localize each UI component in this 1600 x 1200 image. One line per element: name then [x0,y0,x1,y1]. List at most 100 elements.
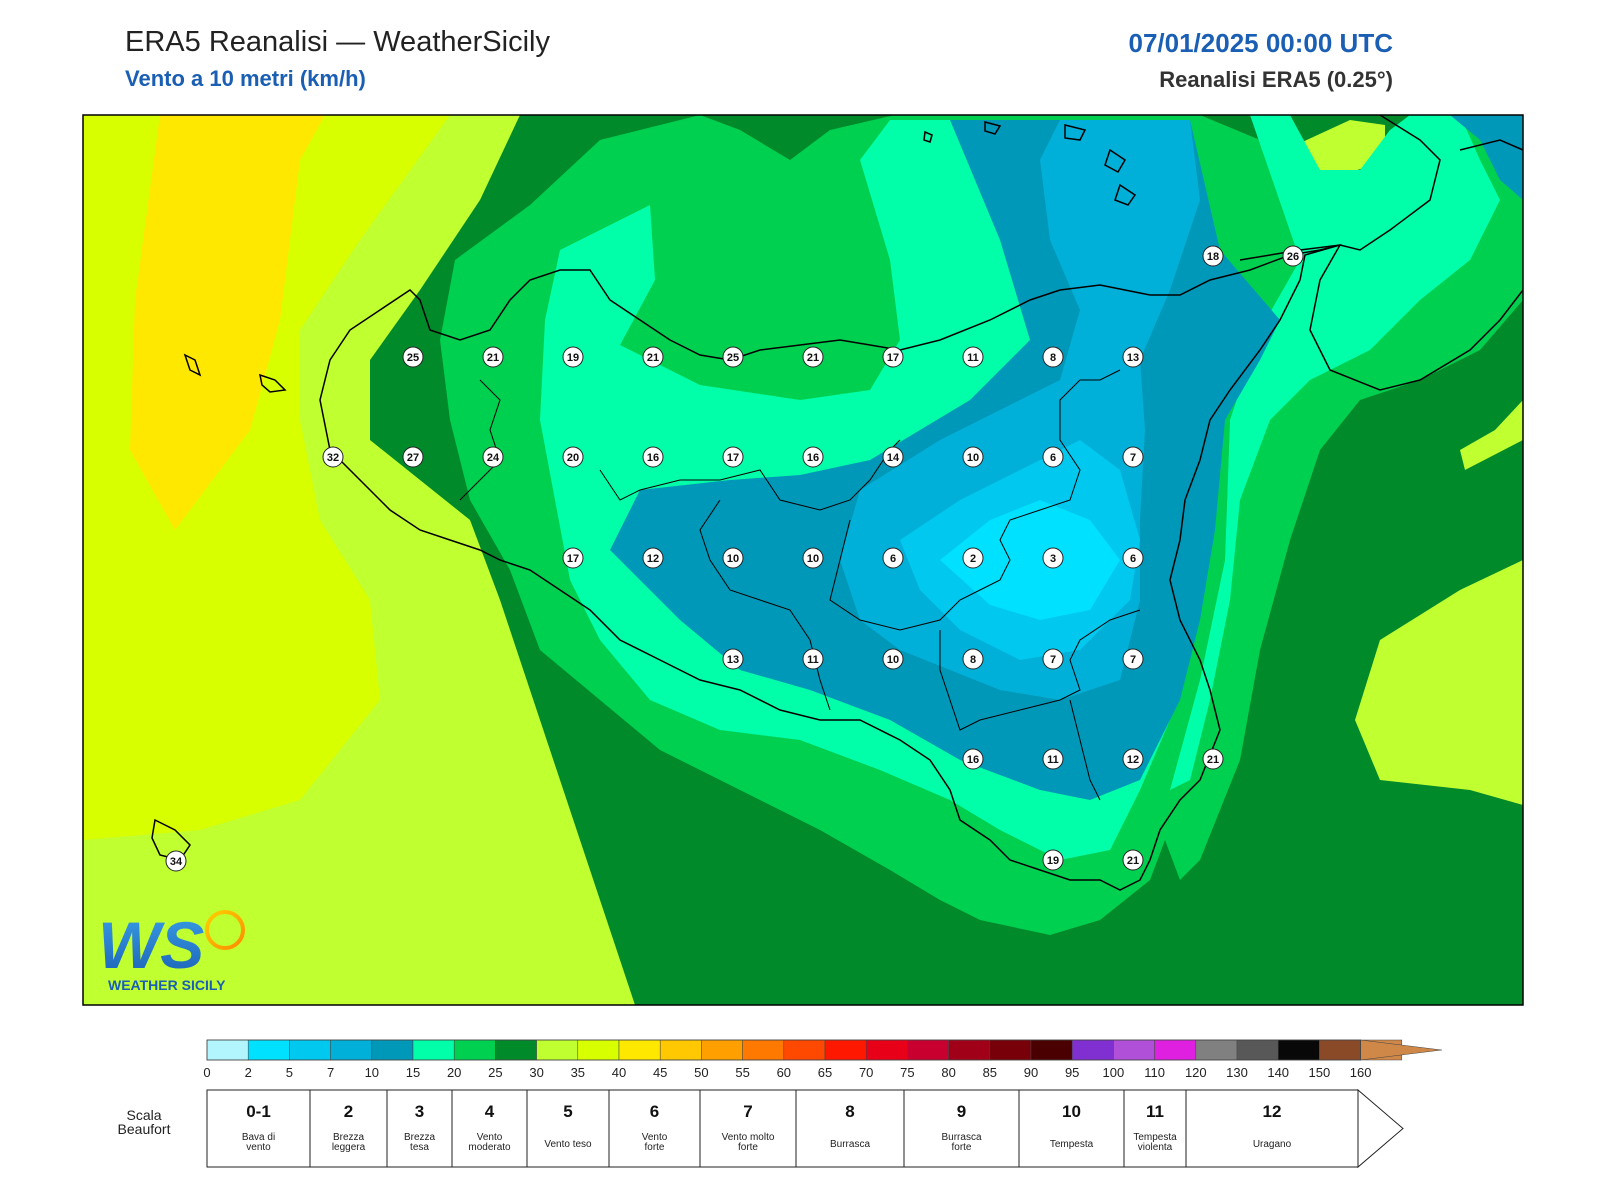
wind-value-label: 8 [970,654,976,666]
calabria-north [1459,139,1523,151]
beaufort-class: 12 Uragano [1185,1089,1359,1168]
wind-value-label: 11 [1047,754,1059,766]
wind-marker: 6 [1042,446,1064,468]
marker-circle [1122,346,1144,368]
wind-value-label: 6 [1130,553,1136,565]
marker-circle [1042,748,1064,770]
wind-value-label: 20 [567,452,579,464]
wind-marker: 2 [962,547,984,569]
beaufort-desc: forte [644,1142,664,1153]
wind-value-label: 19 [1047,855,1059,867]
colorbar-swatch [1277,1039,1320,1061]
wind-marker: 16 [962,748,984,770]
colorbar-border [206,1039,1361,1061]
wind-value-label: 21 [487,352,499,364]
wind-value-label: 17 [727,452,739,464]
marker-circle [1042,346,1064,368]
wind-marker: 17 [882,346,904,368]
beaufort-cell [1018,1089,1125,1168]
wind-marker: 6 [1122,547,1144,569]
marker-circle [802,446,824,468]
beaufort-desc: Vento molto [722,1132,775,1143]
colorbar-tick: 75 [900,1065,914,1080]
beaufort-cell [608,1089,701,1168]
wind-marker: 10 [962,446,984,468]
wind-value-label: 7 [1130,452,1136,464]
island-eolie-4 [984,121,1002,135]
wind-value-label: 16 [807,452,819,464]
wind-marker: 10 [882,648,904,670]
beaufort-number: 10 [1062,1102,1081,1121]
colorbar-swatch [1030,1039,1073,1061]
wind-marker: 13 [722,648,744,670]
marker-circle [642,547,664,569]
beaufort-cell [699,1089,797,1168]
wind-marker: 3 [1042,547,1064,569]
marker-circle [962,346,984,368]
wind-marker: 12 [642,547,664,569]
island-eolie-5 [923,130,933,143]
colorbar-swatch [618,1039,661,1061]
marker-circle [962,748,984,770]
beaufort-number: 0-1 [246,1102,271,1121]
colorbar-swatch [742,1039,785,1061]
wind-marker: 32 [322,446,344,468]
beaufort-class: 5 Vento teso [526,1089,610,1168]
marker-circle [642,346,664,368]
beaufort-class: 10 Tempesta [1018,1089,1125,1168]
marker-circle [482,446,504,468]
marker-circle [1122,446,1144,468]
marker-circle [802,547,824,569]
map-frame [82,114,1524,1006]
border-pa-south [599,439,901,511]
weathersicily-logo: WS WEATHER SICILY [98,908,245,993]
beaufort-cell [309,1089,388,1168]
band-10-15-ne [1450,115,1523,200]
band-30-35-ne [1460,400,1523,470]
marker-circle [962,648,984,670]
colorbar-tick: 7 [327,1065,334,1080]
wind-value-label: 25 [727,352,739,364]
map-datetime: 07/01/2025 00:00 UTC [1128,28,1393,58]
marker-circle [562,346,584,368]
beaufort-desc: forte [951,1142,971,1153]
colorbar-swatch [412,1039,455,1061]
colorbar-tick: 150 [1309,1065,1331,1080]
marker-circle [1122,849,1144,871]
beaufort-label-line1: Scala [126,1107,162,1123]
colorbar-swatch [289,1039,331,1061]
wind-marker: 11 [1042,748,1064,770]
marker-circle [1122,547,1144,569]
marker-circle [882,446,904,468]
colorbar-tick: 30 [529,1065,543,1080]
beaufort-number: 4 [485,1102,495,1121]
colorbar-swatch [1195,1039,1238,1061]
wind-marker: 16 [802,446,824,468]
marker-circle [1202,245,1224,267]
wind-value-label: 10 [727,553,739,565]
wind-value-label: 10 [807,553,819,565]
colorbar-tick: 5 [286,1065,293,1080]
wind-value-label: 2 [970,553,976,565]
beaufort-desc: Vento [642,1132,668,1143]
border-rg-sr [1069,699,1101,801]
wind-value-label: 21 [1127,855,1139,867]
map-subtitle: Vento a 10 metri (km/h) [125,66,366,91]
beaufort-number: 12 [1263,1102,1282,1121]
beaufort-desc: Tempesta [1050,1139,1094,1150]
wind-marker: 10 [802,547,824,569]
colorbar-tick: 55 [735,1065,749,1080]
colorbar-tick: 100 [1103,1065,1125,1080]
wind-marker: 8 [1042,346,1064,368]
marker-circle [1042,849,1064,871]
colorbar-swatch [1319,1039,1361,1061]
colorbar-swatch [371,1039,414,1061]
wind-value-label: 17 [887,352,899,364]
wind-marker: 21 [642,346,664,368]
marker-circle [322,446,344,468]
marker-circle [482,346,504,368]
marker-circle [1202,748,1224,770]
wind-marker: 17 [722,446,744,468]
colorbar-swatch [1113,1039,1155,1061]
